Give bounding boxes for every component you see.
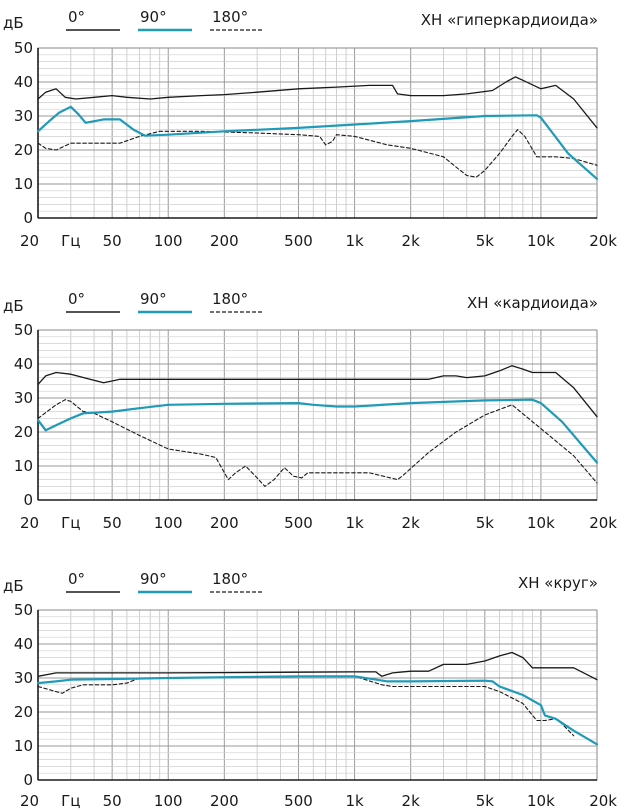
x-tick-label: Гц xyxy=(61,232,80,250)
series-line-0deg xyxy=(37,76,598,129)
y-tick-label: 50 xyxy=(14,321,33,339)
y-tick-label: 50 xyxy=(14,39,33,57)
legend-label: 180° xyxy=(212,290,248,308)
legend-item: 90° xyxy=(138,8,192,32)
y-tick-label: 30 xyxy=(14,669,33,687)
chart-panel-2: 0 10 20 30 40 50 20 Гц 50 100 200 500 1k 2k 5k 10k 20k дБ… xyxy=(3,290,617,532)
y-axis-unit-label: дБ xyxy=(3,14,24,32)
series-line-180deg xyxy=(37,399,598,487)
legend-label: 180° xyxy=(212,8,248,26)
legend-item: 0° xyxy=(66,570,120,593)
grid-lines xyxy=(38,48,597,218)
x-tick-label: 5k xyxy=(476,792,495,810)
series-line-0deg xyxy=(37,365,598,418)
series-line-90deg xyxy=(36,398,599,464)
y-tick-label: 30 xyxy=(14,107,33,125)
x-tick-label: 100 xyxy=(154,514,183,532)
chart-title: ХН «гиперкардиоида» xyxy=(421,11,598,29)
legend-item: 180° xyxy=(210,570,264,593)
legend-label: 180° xyxy=(212,570,248,588)
x-tick-label: 20 xyxy=(20,792,39,810)
legend-item: 90° xyxy=(138,290,192,314)
x-tick-label: 10k xyxy=(527,514,555,532)
chart-panel-3: 0 10 20 30 40 50 20 Гц 50 100 200 500 1k 2k 5k 10k 20k дБ… xyxy=(3,570,617,810)
legend-label: 0° xyxy=(68,290,85,308)
series-line-90deg xyxy=(36,105,599,180)
x-tick-label: 20k xyxy=(589,232,617,250)
legend-item: 180° xyxy=(210,290,264,313)
y-axis-unit-label: дБ xyxy=(3,297,24,315)
legend-item: 90° xyxy=(138,570,192,594)
y-tick-label: 20 xyxy=(14,141,33,159)
chart-panel-1: 0 10 20 30 40 50 20 Гц 50 100 200 500 1k 2k 5k 10k 20k дБ… xyxy=(3,8,617,250)
y-tick-label: 10 xyxy=(14,737,33,755)
x-tick-label: 1k xyxy=(345,514,364,532)
series-line-0deg xyxy=(37,651,598,681)
x-tick-label: 1k xyxy=(345,232,364,250)
y-tick-label: 0 xyxy=(23,209,33,227)
x-tick-label: 200 xyxy=(210,514,239,532)
y-tick-label: 40 xyxy=(14,355,33,373)
x-tick-label: 50 xyxy=(103,514,122,532)
series-line-180deg xyxy=(37,675,575,737)
y-tick-label: 40 xyxy=(14,635,33,653)
x-tick-label: 50 xyxy=(103,232,122,250)
legend-item: 0° xyxy=(66,290,120,313)
x-tick-label: 200 xyxy=(210,792,239,810)
x-tick-label: 50 xyxy=(103,792,122,810)
x-tick-label: 5k xyxy=(476,514,495,532)
x-tick-label: 500 xyxy=(284,232,313,250)
x-tick-label: Гц xyxy=(61,792,80,810)
y-tick-label: 10 xyxy=(14,175,33,193)
x-tick-label: 2k xyxy=(402,792,421,810)
legend-item: 180° xyxy=(210,8,264,31)
legend-label: 90° xyxy=(140,290,167,308)
grid-lines xyxy=(38,330,597,500)
grid-lines xyxy=(38,610,597,780)
x-tick-label: 100 xyxy=(154,792,183,810)
x-tick-label: 10k xyxy=(527,232,555,250)
x-tick-label: 20k xyxy=(589,792,617,810)
x-tick-label: 500 xyxy=(284,792,313,810)
series-line-90deg xyxy=(36,675,599,746)
chart-title: ХН «круг» xyxy=(518,574,598,592)
x-tick-label: 500 xyxy=(284,514,313,532)
y-tick-label: 50 xyxy=(14,601,33,619)
plot-frame xyxy=(37,609,598,781)
y-tick-label: 40 xyxy=(14,73,33,91)
x-tick-label: 5k xyxy=(476,232,495,250)
x-tick-label: 20k xyxy=(589,514,617,532)
plot-frame xyxy=(37,329,598,501)
y-tick-label: 0 xyxy=(23,771,33,789)
legend-label: 0° xyxy=(68,570,85,588)
y-tick-label: 30 xyxy=(14,389,33,407)
x-tick-label: 2k xyxy=(402,232,421,250)
legend-item: 0° xyxy=(66,8,120,31)
y-tick-label: 20 xyxy=(14,703,33,721)
x-tick-label: 20 xyxy=(20,514,39,532)
y-tick-label: 10 xyxy=(14,457,33,475)
x-tick-label: 1k xyxy=(345,792,364,810)
legend-label: 90° xyxy=(140,570,167,588)
plot-frame xyxy=(37,47,598,219)
y-axis-unit-label: дБ xyxy=(3,577,24,595)
legend-label: 0° xyxy=(68,8,85,26)
legend-label: 90° xyxy=(140,8,167,26)
x-tick-label: 10k xyxy=(527,792,555,810)
series-line-180deg xyxy=(37,129,598,178)
y-tick-label: 20 xyxy=(14,423,33,441)
y-tick-label: 0 xyxy=(23,491,33,509)
x-tick-label: Гц xyxy=(61,514,80,532)
x-tick-label: 100 xyxy=(154,232,183,250)
chart-title: ХН «кардиоида» xyxy=(467,294,598,312)
x-tick-label: 2k xyxy=(402,514,421,532)
x-tick-label: 200 xyxy=(210,232,239,250)
x-tick-label: 20 xyxy=(20,232,39,250)
